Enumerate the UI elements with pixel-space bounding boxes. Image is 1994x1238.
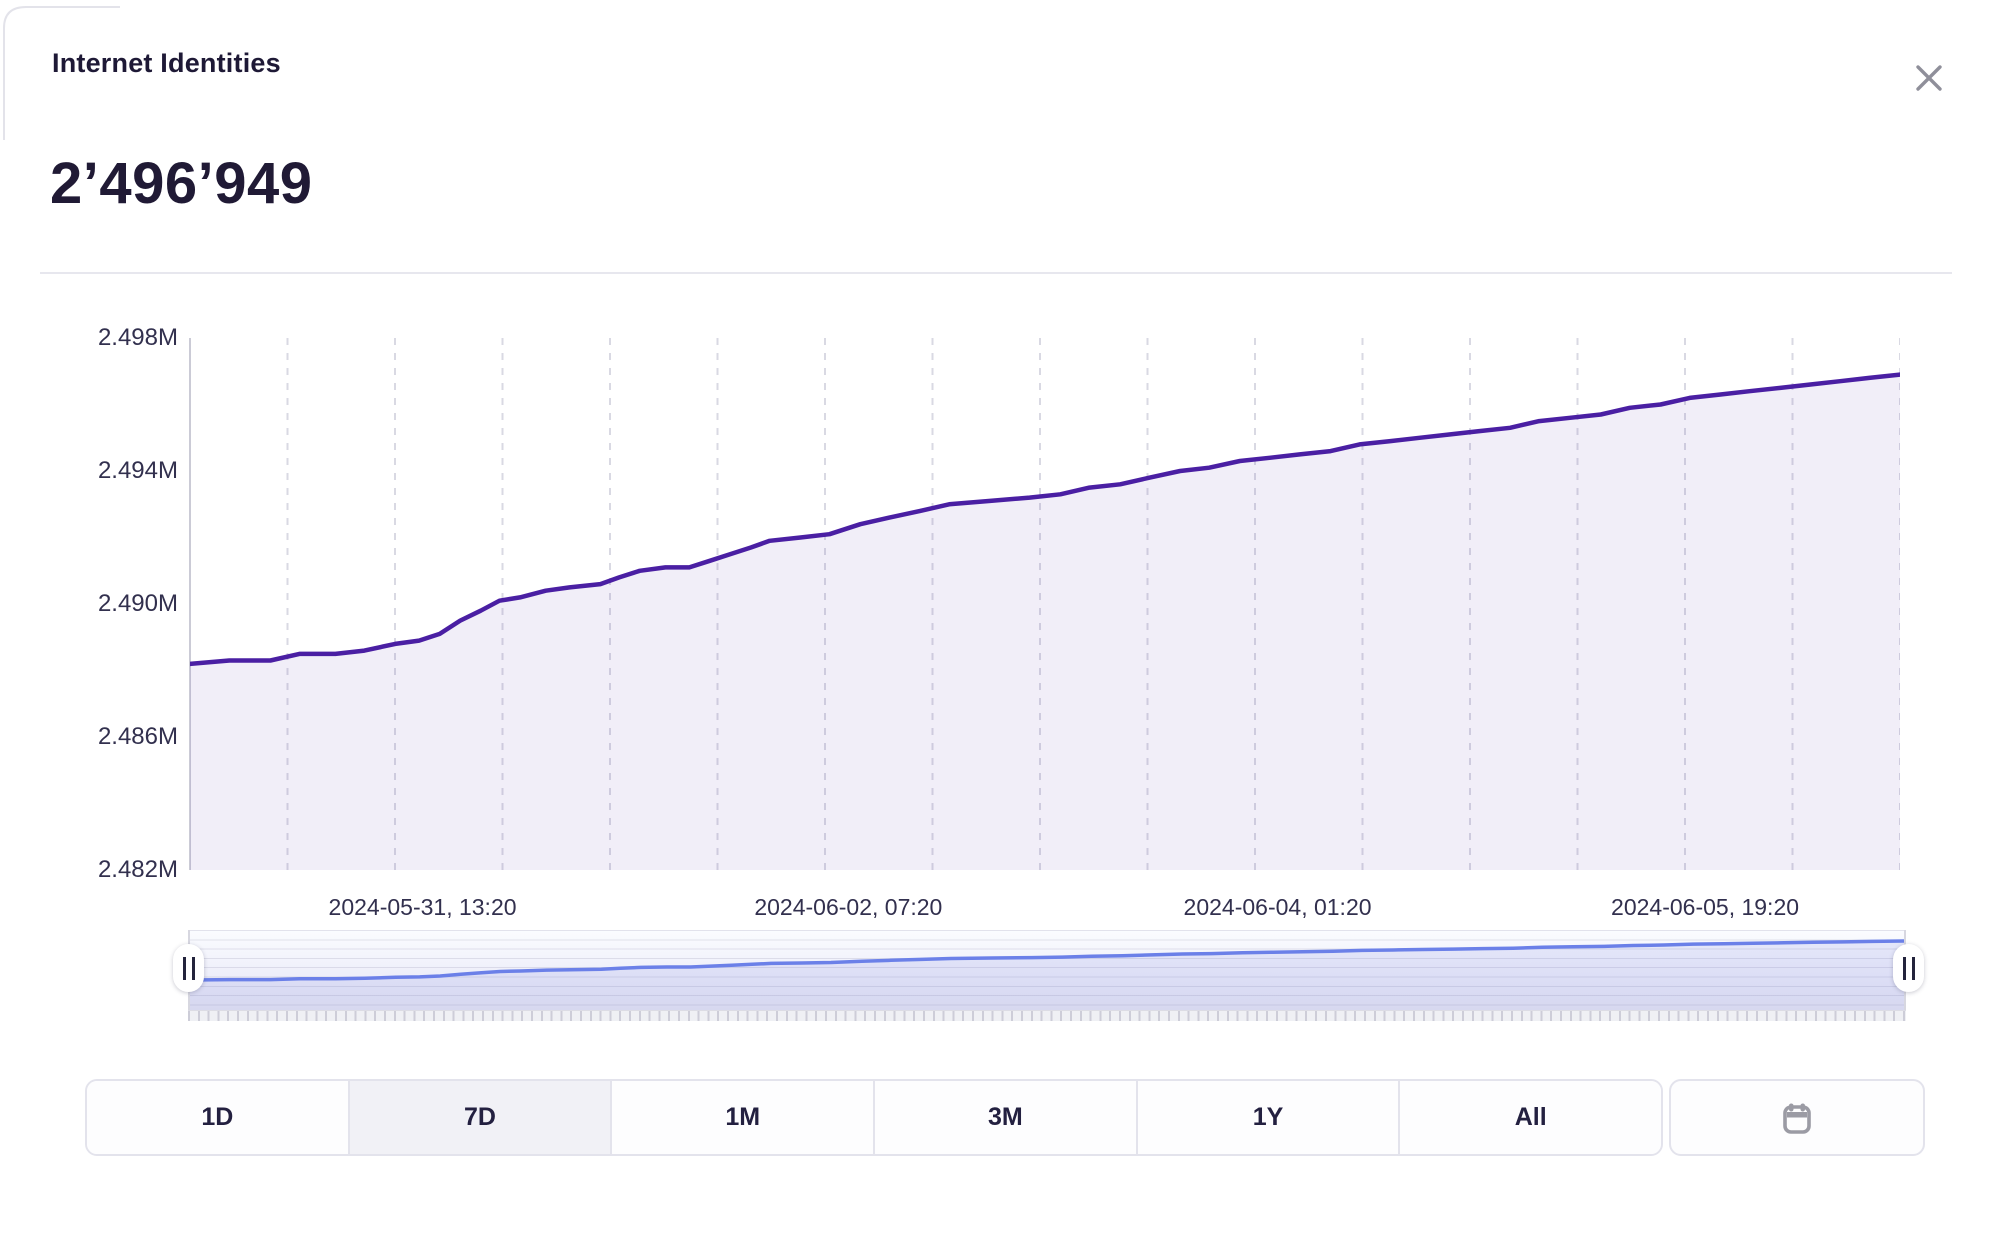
x-axis-tick-label: 2024-05-31, 13:20 [328,894,517,920]
close-icon [1916,65,1942,91]
navigator-left-handle[interactable] [173,944,204,992]
y-axis-tick-label: 2.482M [97,856,178,883]
x-axis-tick-label: 2024-06-04, 01:20 [1183,894,1372,920]
range-button-row: 1D 7D 1M 3M 1Y All [85,1079,1925,1156]
y-axis-tick-label: 2.486M [97,723,178,750]
range-button-all[interactable]: All [1400,1081,1661,1154]
close-button[interactable] [1903,52,1955,104]
y-axis-tick-label: 2.490M [97,590,178,617]
range-button-1y[interactable]: 1Y [1137,1081,1401,1154]
range-button-group: 1D 7D 1M 3M 1Y All [85,1079,1663,1156]
handle-grip [1902,956,1906,980]
handle-grip [191,956,195,980]
header-divider [40,272,1952,274]
metric-value: 2’496’949 [50,151,313,216]
range-button-3m[interactable]: 3M [875,1081,1138,1154]
navigator-ruler[interactable] [188,1010,1906,1021]
handle-grip [182,956,186,980]
x-axis-tick-label: 2024-06-05, 19:20 [1611,894,1800,920]
custom-date-range-button[interactable] [1669,1079,1925,1156]
calendar-icon [1783,1103,1811,1134]
navigator-series [190,939,1904,1010]
page-title: Internet Identities [52,48,281,78]
area-chart[interactable] [190,338,1900,870]
range-button-1m[interactable]: 1M [612,1081,876,1154]
y-axis-tick-label: 2.498M [97,324,178,351]
y-axis-line [189,338,191,870]
handle-grip [1911,956,1915,980]
range-button-1d[interactable]: 1D [87,1081,350,1154]
range-navigator[interactable] [173,930,1924,1010]
navigator-right-handle[interactable] [1893,944,1924,992]
y-axis-tick-label: 2.494M [97,457,178,484]
x-axis-tick-label: 2024-06-02, 07:20 [754,894,943,920]
range-button-7d[interactable]: 7D [349,1081,613,1154]
